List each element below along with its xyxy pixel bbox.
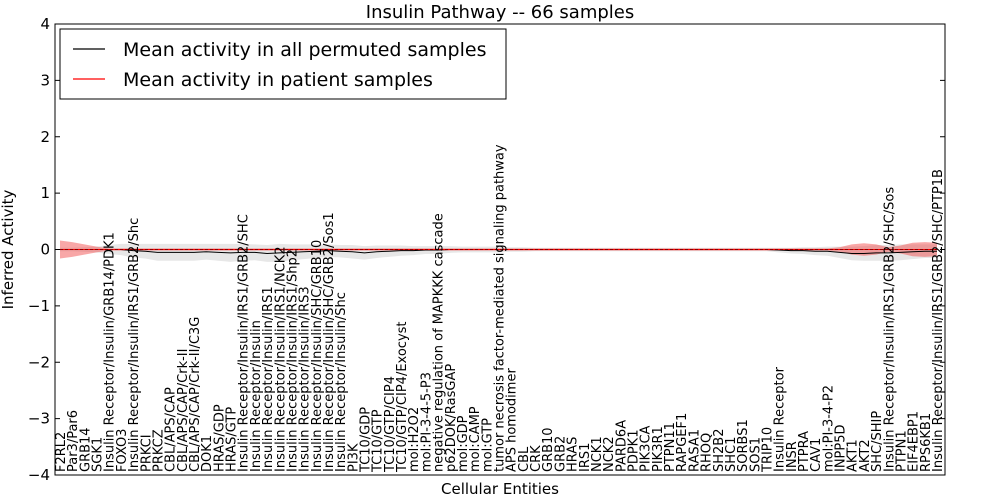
x-category-label: SGK1 [91, 437, 106, 472]
x-category-label: DOK1 [200, 435, 215, 472]
x-category-label: mol:PI-3-4-P2 [821, 385, 836, 472]
x-category-label: TC10/GDP [359, 407, 374, 473]
x-category-label: RAPGEF1 [675, 413, 690, 472]
x-category-label: SHC1 [724, 437, 739, 472]
x-category-label: Insulin Receptor [773, 366, 788, 472]
x-category-label: tumor necrosis factor-mediated signaling… [493, 144, 508, 472]
x-category-label: negative regulation of MAPKKK cascade [432, 213, 447, 472]
y-axis-label: Inferred Activity [0, 189, 17, 309]
x-category-label: CBL/APS/CAP/Crk-II [176, 349, 191, 472]
x-category-label: PRKCI [139, 434, 154, 472]
x-category-label: CAV1 [809, 438, 824, 472]
y-axis: 4 3 2 1 0 −1 −2 −3 −4 [28, 15, 945, 484]
x-category-label: Insulin Receptor/Insulin/SHC/GRB10 [310, 240, 325, 472]
x-category-label: APS homodimer [505, 368, 520, 472]
chart-title: Insulin Pathway -- 66 samples [366, 2, 634, 23]
x-category-label: Insulin Receptor/Insulin [249, 320, 264, 472]
x-category-label: SORBS1 [736, 419, 751, 472]
x-category-label: mol:GTP [480, 418, 495, 472]
x-category-label: Insulin Receptor/Insulin/IRS1/GRB2/SHC/P… [931, 169, 946, 472]
x-category-label: INSR [785, 441, 800, 472]
x-category-label: CBL [517, 446, 532, 472]
x-category-label: HRAS/GDP [212, 404, 227, 472]
x-category-label: RPS6KB1 [919, 413, 934, 472]
y-tick-label: 1 [40, 184, 50, 202]
x-category-label: PTPN11 [663, 422, 678, 472]
x-category-label: TC10/GTP [371, 409, 386, 473]
x-category-label: AKT2 [858, 439, 873, 472]
x-category-label: GRB14 [78, 427, 93, 472]
y-tick-label: 2 [40, 128, 50, 146]
x-category-label: mol:CAMP [468, 406, 483, 472]
legend-label-patient: Mean activity in patient samples [123, 69, 433, 91]
x-category-label: Insulin Receptor/Insulin/IRS1/NCK2 [273, 246, 288, 472]
x-category-label: Insulin Receptor/Insulin/SHC/GRB2/Sos1 [322, 212, 337, 472]
x-category-label: Insulin Receptor/Insulin/IRS1 [261, 286, 276, 472]
x-category-label: mol:PI-3-4-5-P3 [419, 372, 434, 472]
y-tick-label: −2 [28, 353, 50, 371]
x-category-label: SHC/SHIP [870, 411, 885, 472]
x-category-label: TC10/GTP/CIP4/Exocyst [395, 321, 410, 473]
y-tick-label: 4 [40, 15, 50, 33]
y-tick-label: −1 [28, 297, 50, 315]
x-category-label: EIF4EBP1 [907, 411, 922, 472]
x-category-label: HRAS [566, 437, 581, 472]
x-category-label: IRS1 [578, 443, 593, 472]
x-category-label: GRB10 [541, 427, 556, 472]
band-permuted [60, 243, 937, 262]
x-category-label: SH2B2 [712, 429, 727, 473]
x-category-label: Insulin Receptor/Insulin/IRS3 [298, 286, 313, 472]
x-category-label: F2RL2 [54, 432, 69, 472]
x-category-label: NCK1 [590, 436, 605, 472]
x-category-label: p62DOK/RasGAP [444, 364, 459, 472]
x-category-label: CBL/APS/CAP [164, 387, 179, 472]
x-category-label: FOXO3 [115, 429, 130, 472]
legend-box [59, 28, 507, 100]
x-category-label: Insulin Receptor/Insulin/IRS1/GRB2/Shc [127, 218, 142, 472]
y-tick-label: 0 [40, 241, 50, 259]
y-tick-label: −4 [28, 466, 50, 484]
x-category-label: HRAS/GTP [225, 407, 240, 472]
x-category-label: TRIP10 [760, 427, 775, 473]
x-category-label: mol:H2O2 [407, 407, 422, 472]
x-category-label: NCK2 [602, 436, 617, 472]
x-category-label: SOS1 [748, 437, 763, 472]
x-category-label: INPP5D [834, 424, 849, 472]
x-axis-label: Cellular Entities [441, 480, 559, 498]
x-category-label: Insulin Receptor/Insulin/GRB14/PDK1 [103, 232, 118, 472]
legend-label-permuted: Mean activity in all permuted samples [123, 39, 486, 61]
x-category-label: Insulin Receptor/Insulin/IRS1/GRB2/SHC/S… [882, 187, 897, 472]
x-category-label: CRK [529, 445, 544, 472]
x-category-label: PARD6A [614, 420, 629, 472]
x-category-label: PIK3R1 [651, 426, 666, 472]
x-category-label: TC10/GTP/CIP4 [383, 376, 398, 473]
x-category-label: GRB2 [553, 436, 568, 472]
x-category-label: PRKCZ [151, 429, 166, 472]
x-category-label: Insulin Receptor/Insulin/IRS1/GRB2/SHC [237, 214, 252, 472]
x-category-label: RHOQ [700, 433, 715, 472]
x-category-label: Par3/Par6 [66, 410, 81, 472]
x-category-label: RASA1 [687, 429, 702, 472]
x-category-label: Insulin Receptor/Insulin/IRS1/Shp2 [285, 249, 300, 472]
y-tick-label: 3 [40, 71, 50, 89]
x-category-label: PTPN1 [894, 430, 909, 472]
x-category-label: mol:GDP [456, 415, 471, 472]
legend: Mean activity in all permuted samples Me… [59, 28, 507, 100]
x-category-label: PIK3CA [639, 425, 654, 472]
y-tick-label: −3 [28, 410, 50, 428]
x-category-label: PDPK1 [626, 430, 641, 473]
x-category-label: CBL/APS/CAP/Crk-II/C3G [188, 317, 203, 472]
x-category-label: PTPRA [797, 431, 812, 472]
x-category-label: Insulin Receptor/Insulin/Shc [334, 292, 349, 472]
x-category-label: PI3K [346, 443, 361, 472]
x-category-label: AKT1 [846, 439, 861, 472]
